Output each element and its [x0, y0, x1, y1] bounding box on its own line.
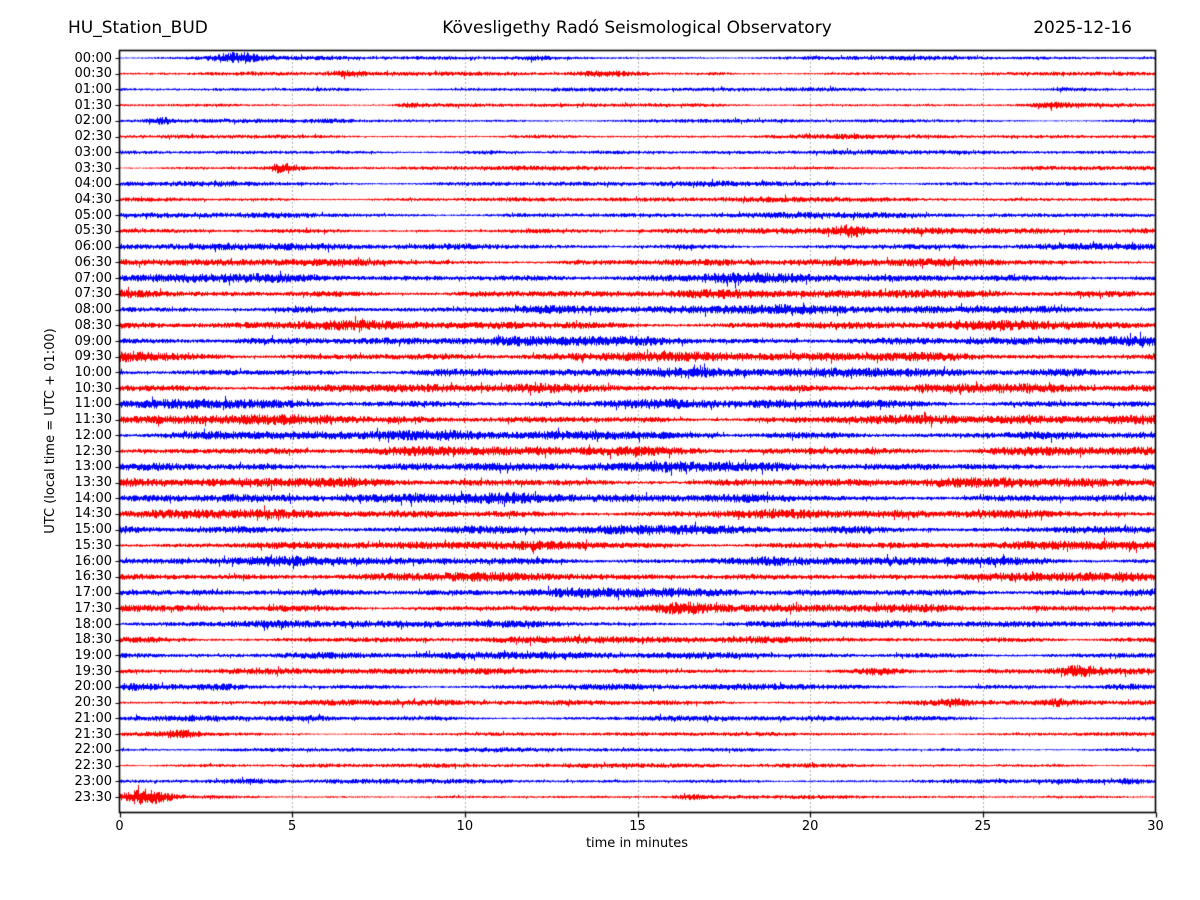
- y-tick-label: 21:00: [74, 710, 112, 726]
- y-tick-label: 01:00: [74, 81, 112, 97]
- x-tick-label: 20: [801, 819, 819, 834]
- y-tick-label: 16:00: [74, 553, 112, 569]
- y-tick-label: 19:00: [74, 647, 112, 663]
- y-tick-label: 01:30: [74, 97, 112, 113]
- y-tick-label: 22:30: [74, 758, 112, 774]
- y-tick-label: 12:00: [74, 427, 112, 443]
- y-tick-label: 08:30: [74, 317, 112, 333]
- y-tick-label: 00:00: [74, 50, 112, 66]
- y-tick-label: 19:30: [74, 663, 112, 679]
- y-tick-label: 10:00: [74, 364, 112, 380]
- y-tick-label: 10:30: [74, 380, 112, 396]
- observatory-title: Kövesligethy Radó Seismological Observat…: [442, 18, 832, 38]
- y-tick-label: 08:00: [74, 302, 112, 318]
- y-tick-label: 21:30: [74, 726, 112, 742]
- y-tick-label: 20:30: [74, 695, 112, 711]
- y-tick-label: 23:00: [74, 773, 112, 789]
- y-tick-label: 09:30: [74, 349, 112, 365]
- y-tick-label: 07:00: [74, 270, 112, 286]
- y-tick-label: 05:00: [74, 207, 112, 223]
- y-tick-label: 18:30: [74, 632, 112, 648]
- y-tick-label: 11:30: [74, 412, 112, 428]
- y-tick-label: 14:00: [74, 490, 112, 506]
- x-tick-label: 30: [1147, 819, 1164, 834]
- y-tick-label: 13:00: [74, 459, 112, 475]
- y-tick-label: 13:30: [74, 475, 112, 491]
- y-tick-label: 06:30: [74, 254, 112, 270]
- y-tick-label: 09:00: [74, 333, 112, 349]
- y-tick-label: 20:00: [74, 679, 112, 695]
- y-tick-label: 04:00: [74, 176, 112, 192]
- y-tick-label: 03:00: [74, 144, 112, 160]
- y-tick-label: 22:00: [74, 742, 112, 758]
- x-tick-label: 0: [115, 819, 124, 834]
- y-tick-label: 12:30: [74, 443, 112, 459]
- x-tick-label: 10: [456, 819, 474, 834]
- date-title: 2025-12-16: [1033, 18, 1132, 38]
- y-tick-label: 03:30: [74, 160, 112, 176]
- x-axis-label: time in minutes: [585, 836, 689, 851]
- y-tick-label: 17:30: [74, 600, 112, 616]
- y-tick-label: 23:30: [74, 789, 112, 805]
- x-tick-label: 25: [974, 819, 992, 834]
- y-tick-label: 11:00: [74, 396, 112, 412]
- y-tick-label: 17:00: [74, 585, 112, 601]
- y-tick-label: 06:00: [74, 239, 112, 255]
- y-tick-label: 04:30: [74, 192, 112, 207]
- y-tick-label: 02:00: [74, 113, 112, 129]
- y-tick-label: 15:00: [74, 522, 112, 538]
- y-tick-label: 15:30: [74, 537, 112, 553]
- y-tick-label: 07:30: [74, 286, 112, 302]
- y-tick-label: 14:30: [74, 506, 112, 522]
- station-title: HU_Station_BUD: [68, 18, 208, 38]
- y-tick-label: 02:30: [74, 129, 112, 145]
- x-tick-label: 5: [288, 819, 297, 834]
- y-tick-label: 05:30: [74, 223, 112, 239]
- x-tick-label: 15: [629, 819, 646, 834]
- y-tick-label: 00:30: [74, 66, 112, 82]
- y-tick-label: 18:00: [74, 616, 112, 632]
- y-tick-label: 16:30: [74, 569, 112, 585]
